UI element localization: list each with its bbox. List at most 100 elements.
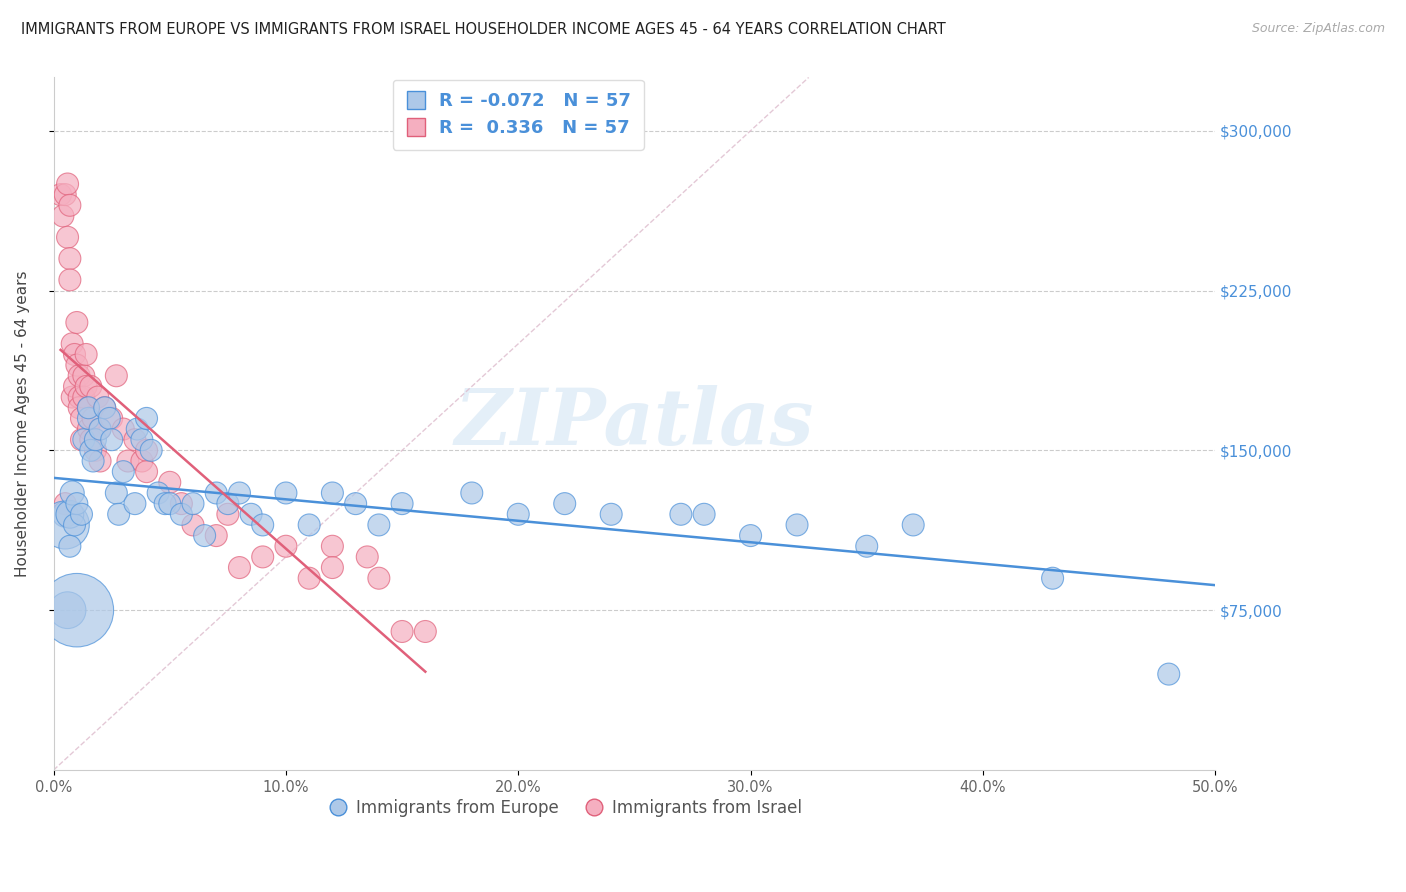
Point: [217, 508, 239, 522]
Point: [82, 454, 104, 468]
Point: [274, 486, 297, 500]
Point: [321, 560, 343, 574]
Point: [56, 603, 79, 617]
Point: [105, 368, 128, 383]
Point: [170, 497, 193, 511]
Point: [252, 517, 274, 532]
Point: [59, 273, 82, 287]
Point: [146, 486, 169, 500]
Point: [52, 209, 75, 223]
Point: [391, 624, 413, 639]
Point: [84, 433, 107, 447]
Point: [66, 603, 89, 617]
Point: [59, 198, 82, 212]
Point: [415, 624, 437, 639]
Point: [131, 433, 153, 447]
Point: [135, 443, 157, 458]
Point: [153, 497, 176, 511]
Y-axis label: Householder Income Ages 45 - 64 years: Householder Income Ages 45 - 64 years: [15, 270, 30, 577]
Point: [89, 422, 111, 436]
Point: [181, 497, 204, 511]
Point: [63, 379, 86, 393]
Point: [66, 497, 89, 511]
Point: [98, 411, 121, 425]
Point: [77, 401, 100, 415]
Point: [63, 347, 86, 361]
Point: [131, 454, 153, 468]
Point: [112, 465, 135, 479]
Point: [356, 549, 378, 564]
Point: [105, 486, 128, 500]
Point: [87, 390, 110, 404]
Point: [77, 401, 100, 415]
Point: [100, 433, 122, 447]
Point: [274, 539, 297, 553]
Point: [53, 508, 76, 522]
Point: [159, 475, 181, 490]
Point: [56, 230, 79, 244]
Point: [124, 433, 146, 447]
Point: [66, 316, 89, 330]
Point: [70, 411, 93, 425]
Point: [89, 454, 111, 468]
Point: [67, 390, 90, 404]
Point: [93, 401, 115, 415]
Point: [1157, 667, 1180, 681]
Point: [80, 379, 103, 393]
Point: [321, 539, 343, 553]
Point: [56, 177, 79, 191]
Point: [170, 508, 193, 522]
Point: [75, 379, 97, 393]
Point: [53, 497, 76, 511]
Point: [252, 549, 274, 564]
Point: [67, 401, 90, 415]
Point: [93, 401, 115, 415]
Point: [67, 368, 90, 383]
Point: [693, 508, 716, 522]
Point: [344, 497, 367, 511]
Point: [59, 252, 82, 266]
Point: [117, 454, 139, 468]
Text: Source: ZipAtlas.com: Source: ZipAtlas.com: [1251, 22, 1385, 36]
Point: [75, 347, 97, 361]
Point: [141, 443, 163, 458]
Point: [100, 411, 122, 425]
Point: [59, 539, 82, 553]
Point: [159, 497, 181, 511]
Point: [228, 560, 250, 574]
Point: [63, 517, 86, 532]
Point: [59, 508, 82, 522]
Point: [107, 508, 129, 522]
Point: [127, 422, 149, 436]
Point: [228, 486, 250, 500]
Point: [391, 497, 413, 511]
Point: [1042, 571, 1064, 585]
Point: [112, 422, 135, 436]
Point: [49, 187, 72, 202]
Point: [60, 390, 83, 404]
Point: [367, 571, 389, 585]
Point: [60, 486, 83, 500]
Point: [70, 433, 93, 447]
Text: ZIPatlas: ZIPatlas: [454, 385, 814, 462]
Text: IMMIGRANTS FROM EUROPE VS IMMIGRANTS FROM ISRAEL HOUSEHOLDER INCOME AGES 45 - 64: IMMIGRANTS FROM EUROPE VS IMMIGRANTS FRO…: [21, 22, 946, 37]
Point: [240, 508, 263, 522]
Point: [73, 390, 96, 404]
Point: [135, 411, 157, 425]
Point: [124, 497, 146, 511]
Point: [77, 422, 100, 436]
Point: [321, 486, 343, 500]
Point: [205, 528, 228, 542]
Point: [73, 433, 96, 447]
Point: [73, 368, 96, 383]
Point: [89, 422, 111, 436]
Point: [70, 508, 93, 522]
Point: [84, 443, 107, 458]
Point: [80, 443, 103, 458]
Point: [600, 508, 623, 522]
Legend: Immigrants from Europe, Immigrants from Israel: Immigrants from Europe, Immigrants from …: [321, 793, 808, 824]
Point: [786, 517, 808, 532]
Point: [77, 411, 100, 425]
Point: [461, 486, 484, 500]
Point: [903, 517, 925, 532]
